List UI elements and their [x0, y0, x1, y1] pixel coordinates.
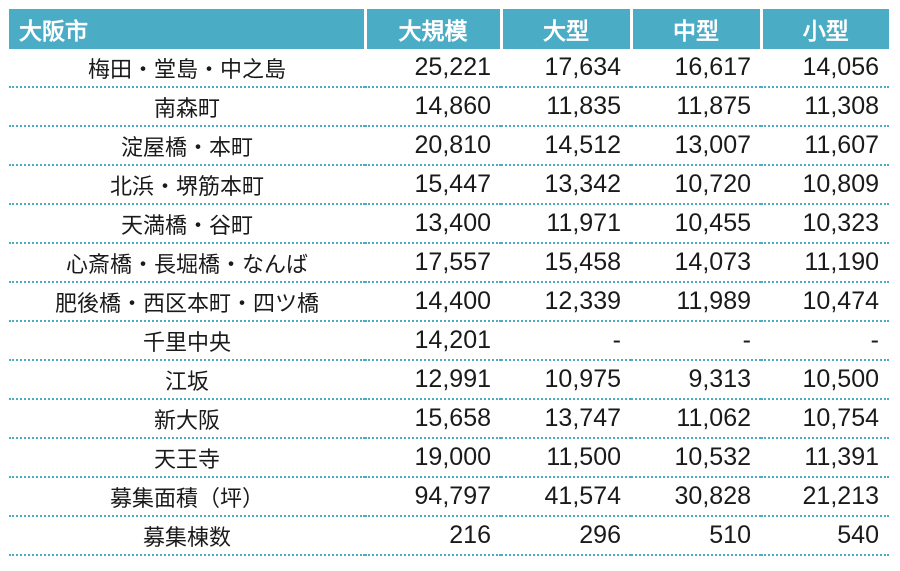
header-large-scale: 大規模: [363, 9, 501, 49]
large-scale-value: 216: [365, 516, 501, 556]
large-value: 12,339: [501, 282, 631, 322]
area-name: 募集棟数: [9, 516, 365, 556]
large-scale-value: 19,000: [365, 438, 501, 478]
large-scale-value: 13,400: [365, 204, 501, 244]
table-row: 新大阪 15,658 13,747 11,062 10,754: [9, 399, 889, 439]
area-name: 天満橋・谷町: [9, 204, 365, 244]
large-scale-value: 15,658: [365, 399, 501, 439]
area-name: 梅田・堂島・中之島: [9, 49, 365, 88]
large-value: 41,574: [501, 477, 631, 517]
header-medium: 中型: [629, 9, 761, 49]
small-value: 10,323: [761, 204, 889, 244]
area-name: 淀屋橋・本町: [9, 126, 365, 166]
table-row: 北浜・堺筋本町 15,447 13,342 10,720 10,809: [9, 165, 889, 205]
area-name: 心斎橋・長堀橋・なんば: [9, 243, 365, 283]
table-row: 肥後橋・西区本町・四ツ橋 14,400 12,339 11,989 10,474: [9, 282, 889, 322]
data-table: 大阪市 大規模 大型 中型 小型 梅田・堂島・中之島 25,221 17,634 16…: [9, 9, 889, 556]
medium-value: -: [631, 321, 761, 361]
small-value: 11,607: [761, 126, 889, 166]
large-value: 11,500: [501, 438, 631, 478]
table-row: 梅田・堂島・中之島 25,221 17,634 16,617 14,056: [9, 49, 889, 88]
small-value: -: [761, 321, 889, 361]
area-name: 千里中央: [9, 321, 365, 361]
medium-value: 10,455: [631, 204, 761, 244]
large-value: 11,835: [501, 87, 631, 127]
large-scale-value: 20,810: [365, 126, 501, 166]
medium-value: 10,720: [631, 165, 761, 205]
large-value: 14,512: [501, 126, 631, 166]
area-name: 新大阪: [9, 399, 365, 439]
large-scale-value: 12,991: [365, 360, 501, 400]
large-value: 15,458: [501, 243, 631, 283]
large-value: 11,971: [501, 204, 631, 244]
large-scale-value: 14,400: [365, 282, 501, 322]
medium-value: 14,073: [631, 243, 761, 283]
small-value: 10,500: [761, 360, 889, 400]
small-value: 10,809: [761, 165, 889, 205]
header-small: 小型: [759, 9, 889, 49]
area-name: 肥後橋・西区本町・四ツ橋: [9, 282, 365, 322]
large-scale-value: 14,860: [365, 87, 501, 127]
table-row: 千里中央 14,201- - -: [9, 321, 889, 361]
medium-value: 510: [631, 516, 761, 556]
large-scale-value: 25,221: [365, 49, 501, 88]
small-value: 10,474: [761, 282, 889, 322]
medium-value: 30,828: [631, 477, 761, 517]
large-scale-value: 14,201: [365, 321, 501, 361]
header-large: 大型: [499, 9, 631, 49]
area-name: 江坂: [9, 360, 365, 400]
medium-value: 13,007: [631, 126, 761, 166]
area-name: 北浜・堺筋本町: [9, 165, 365, 205]
small-value: 21,213: [761, 477, 889, 517]
table-row: 心斎橋・長堀橋・なんば 17,557 15,458 14,073 11,190: [9, 243, 889, 283]
table-row: 南森町 14,860 11,835 11,875 11,308: [9, 87, 889, 127]
header-row: 大阪市 大規模 大型 中型 小型: [9, 9, 889, 49]
large-value: 10,975: [501, 360, 631, 400]
medium-value: 11,062: [631, 399, 761, 439]
small-value: 11,308: [761, 87, 889, 127]
medium-value: 10,532: [631, 438, 761, 478]
large-value: -: [501, 321, 631, 361]
medium-value: 16,617: [631, 49, 761, 88]
small-value: 11,391: [761, 438, 889, 478]
medium-value: 11,875: [631, 87, 761, 127]
table-row: 淀屋橋・本町 20,810 14,512 13,007 11,607: [9, 126, 889, 166]
small-value: 11,190: [761, 243, 889, 283]
small-value: 10,754: [761, 399, 889, 439]
large-value: 17,634: [501, 49, 631, 88]
small-value: 540: [761, 516, 889, 556]
area-name: 南森町: [9, 87, 365, 127]
small-value: 14,056: [761, 49, 889, 88]
header-area: 大阪市: [9, 9, 365, 49]
table-row: 募集面積（坪） 94,797 41,574 30,828 21,213: [9, 477, 889, 517]
table-row: 江坂 12,991 10,975 9,313 10,500: [9, 360, 889, 400]
large-value: 13,747: [501, 399, 631, 439]
medium-value: 9,313: [631, 360, 761, 400]
large-scale-value: 94,797: [365, 477, 501, 517]
table-row: 天満橋・谷町 13,400 11,971 10,455 10,323: [9, 204, 889, 244]
area-name: 天王寺: [9, 438, 365, 478]
table-row: 天王寺 19,000 11,500 10,532 11,391: [9, 438, 889, 478]
large-scale-value: 15,447: [365, 165, 501, 205]
table-row: 募集棟数 216 296 510 540: [9, 516, 889, 556]
area-name: 募集面積（坪）: [9, 477, 365, 517]
large-value: 296: [501, 516, 631, 556]
medium-value: 11,989: [631, 282, 761, 322]
large-value: 13,342: [501, 165, 631, 205]
large-scale-value: 17,557: [365, 243, 501, 283]
